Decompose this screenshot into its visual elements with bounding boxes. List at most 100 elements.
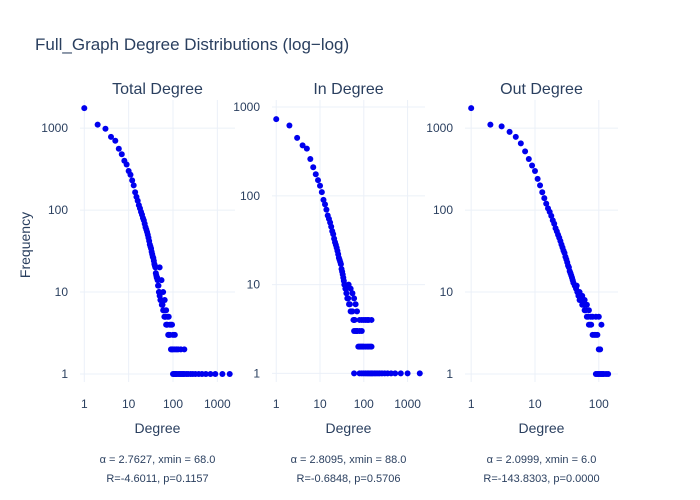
data-point — [159, 301, 166, 308]
data-point — [94, 121, 101, 128]
y-tick-label: 1 — [61, 367, 68, 381]
data-point — [152, 264, 159, 271]
data-point — [160, 289, 167, 296]
x-axis-label: Degree — [326, 420, 372, 436]
x-tick-label: 1 — [81, 397, 88, 411]
x-tick-label: 100 — [589, 397, 609, 411]
data-point — [273, 116, 280, 123]
data-point — [130, 182, 137, 189]
y-tick-label: 10 — [440, 285, 454, 299]
panel-3: Out Degree 1 10 100 1 10 100 1000 Degree α = 2.09… — [426, 81, 618, 485]
data-point — [352, 301, 359, 308]
data-point — [531, 167, 538, 174]
data-point — [512, 133, 519, 140]
data-point — [212, 371, 219, 378]
data-point — [155, 282, 162, 289]
y-tick-label: 1 — [253, 366, 260, 380]
data-point — [597, 346, 604, 353]
data-point — [169, 321, 176, 328]
fit-annotation: α = 2.0999, xmin = 6.0 — [487, 454, 597, 466]
x-axis-label: Degree — [519, 420, 565, 436]
data-point — [294, 134, 301, 141]
data-point — [108, 133, 114, 140]
data-point — [337, 261, 344, 268]
data-point — [156, 264, 163, 271]
x-tick-label: 1 — [468, 397, 475, 411]
data-point — [165, 313, 172, 320]
x-tick-label: 10 — [313, 397, 327, 411]
data-point — [368, 343, 375, 350]
data-point — [161, 297, 168, 304]
y-tick-label: 1000 — [426, 121, 453, 135]
data-point — [354, 308, 361, 315]
x-tick-label: 100 — [163, 397, 183, 411]
data-point — [320, 196, 327, 203]
figure-title: Full_Graph Degree Distributions (log−log… — [35, 35, 349, 54]
data-point — [317, 182, 324, 189]
data-point — [583, 301, 590, 308]
y-tick-label: 100 — [48, 203, 68, 217]
y-tick-label: 10 — [247, 278, 261, 292]
data-point — [315, 177, 322, 184]
data-point — [605, 371, 612, 378]
data-point — [588, 321, 595, 328]
fit-annotation: R=-0.6848, p=0.5706 — [297, 473, 401, 485]
data-point — [517, 140, 524, 147]
data-point — [368, 316, 375, 323]
data-point — [529, 162, 536, 169]
data-point — [307, 155, 314, 162]
data-point — [219, 371, 226, 378]
chart-panels: Total Degree 1 10 100 1000 1 10 100 1000 Degree α … — [41, 81, 618, 485]
x-tick-label: 10 — [122, 397, 136, 411]
data-point — [585, 307, 592, 314]
data-point — [323, 206, 330, 213]
data-point — [539, 189, 546, 196]
data-point — [347, 285, 354, 292]
data-point — [171, 331, 178, 338]
data-point — [312, 171, 319, 178]
data-point — [129, 177, 136, 184]
data-point — [181, 346, 188, 353]
data-point — [163, 307, 170, 314]
data-point — [123, 161, 130, 168]
panel-title: Total Degree — [112, 81, 203, 98]
data-point — [397, 370, 404, 377]
x-tick-label: 1000 — [204, 397, 231, 411]
panel-1: Total Degree 1 10 100 1000 1 10 100 1000 Degree α … — [41, 81, 235, 485]
data-point — [207, 371, 214, 378]
data-point — [351, 370, 358, 377]
data-point — [543, 200, 550, 207]
fit-annotation: R=-4.6011, p=0.1157 — [106, 473, 208, 485]
data-point — [598, 321, 605, 328]
data-point — [286, 122, 293, 129]
x-tick-label: 1000 — [394, 397, 421, 411]
data-point — [595, 313, 602, 320]
data-point — [358, 328, 365, 335]
data-point — [581, 297, 588, 304]
data-point — [351, 295, 358, 302]
x-axis-label: Degree — [135, 420, 181, 436]
y-tick-label: 100 — [433, 203, 453, 217]
data-point — [351, 316, 358, 323]
y-axis-label: Frequency — [17, 212, 33, 278]
data-point — [81, 105, 88, 112]
fit-annotation: α = 2.8095, xmin = 88.0 — [291, 454, 407, 466]
data-point — [404, 370, 411, 377]
data-point — [525, 155, 532, 162]
data-point — [346, 301, 353, 308]
panel-2: In Degree 1 10 100 1000 1 10 100 1000 Degree α = 2… — [233, 81, 425, 485]
y-tick-label: 1 — [446, 367, 453, 381]
data-point — [132, 189, 139, 196]
data-point — [392, 370, 399, 377]
data-point — [322, 201, 329, 208]
panel-title: Out Degree — [500, 81, 583, 98]
data-point — [594, 331, 601, 338]
y-tick-label: 10 — [55, 285, 69, 299]
data-point — [416, 370, 423, 377]
fit-annotation: α = 2.7627, xmin = 68.0 — [100, 454, 216, 466]
data-point — [468, 105, 475, 112]
data-point — [487, 121, 494, 128]
data-point — [102, 125, 109, 132]
data-point — [112, 137, 119, 144]
data-point — [506, 128, 513, 135]
